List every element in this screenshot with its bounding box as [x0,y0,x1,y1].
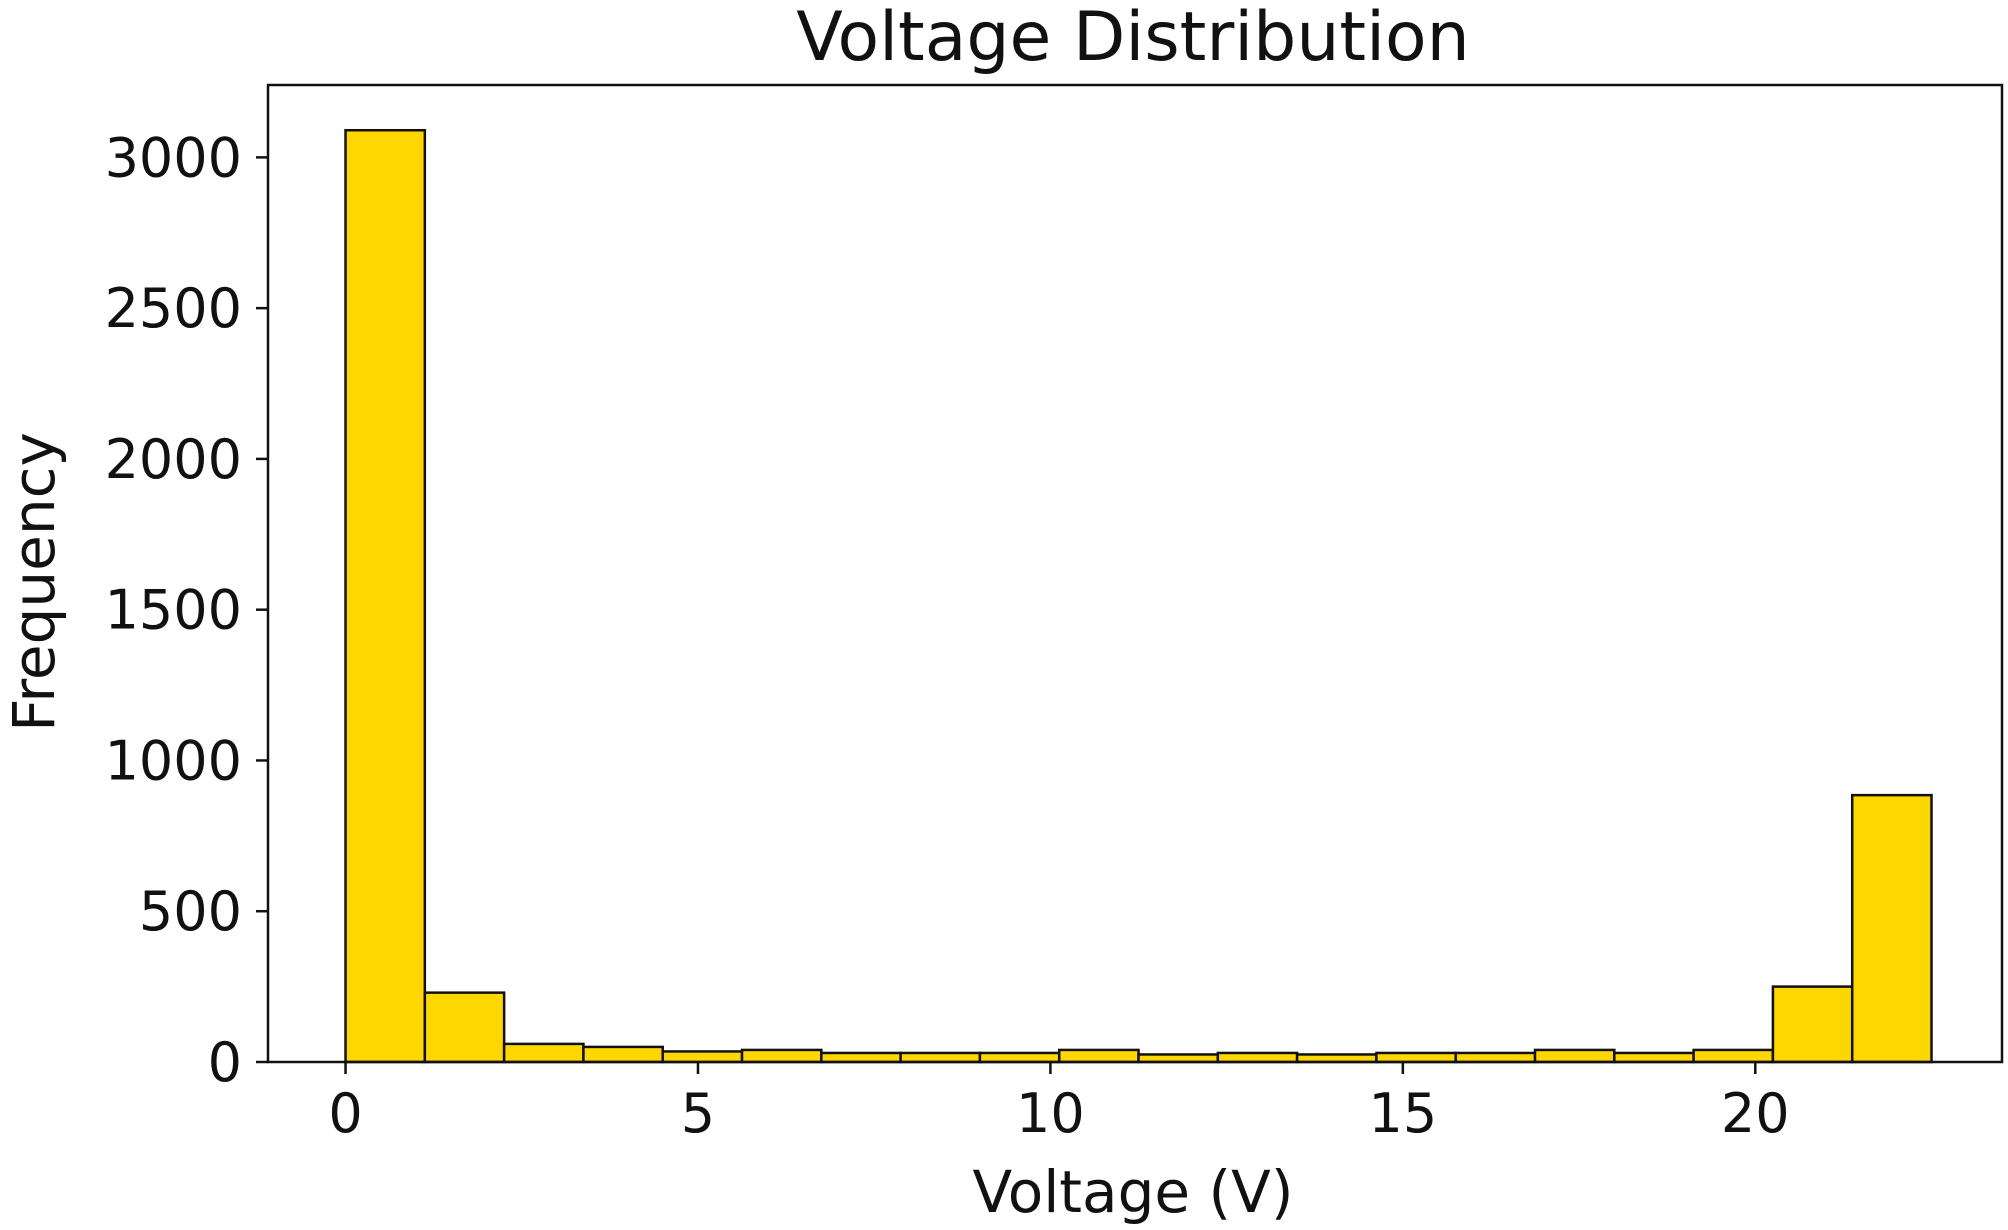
chart-title: Voltage Distribution [796,0,1469,77]
y-tick-label: 1500 [105,579,242,642]
histogram-bar [978,1051,1061,1064]
histogram-bar [582,1045,664,1064]
histogram-bar [740,1048,823,1064]
histogram-bar [661,1050,744,1064]
plot-frame [266,83,2004,1064]
histogram-bar [1057,1048,1140,1064]
histogram-bar [1850,793,1933,1064]
y-axis-title: Frequency [0,432,68,732]
bars-group [344,128,1933,1064]
histogram-bar [1216,1051,1299,1064]
histogram-bar [502,1042,585,1064]
x-axis-title: Voltage (V) [973,1158,1294,1226]
y-tick-label: 2000 [105,428,242,491]
x-tick-label: 15 [1368,1082,1437,1145]
histogram-bar [899,1051,982,1064]
x-tick-label: 10 [1016,1082,1085,1145]
y-tick-label: 0 [208,1031,242,1094]
x-tick-label: 0 [328,1082,362,1145]
x-tick-label: 5 [681,1082,715,1145]
y-axis: 0 500 1000 1500 2000 2500 3000 [105,126,268,1094]
x-axis: 0 5 10 15 20 [328,1062,1790,1145]
y-tick-label: 3000 [105,126,242,189]
y-tick-label: 2500 [105,277,242,340]
histogram-bar [1454,1051,1537,1064]
histogram-bar [344,128,427,1064]
histogram-bar [1375,1051,1457,1064]
y-tick-label: 500 [139,880,242,943]
histogram-bar [1613,1051,1695,1064]
histogram-bar [1692,1048,1775,1064]
histogram-bar [1533,1048,1616,1064]
x-tick-label: 20 [1721,1082,1790,1145]
histogram-bar [423,991,506,1064]
histogram-bar [820,1051,902,1064]
histogram-bar [1771,985,1854,1064]
y-tick-label: 1000 [105,729,242,792]
